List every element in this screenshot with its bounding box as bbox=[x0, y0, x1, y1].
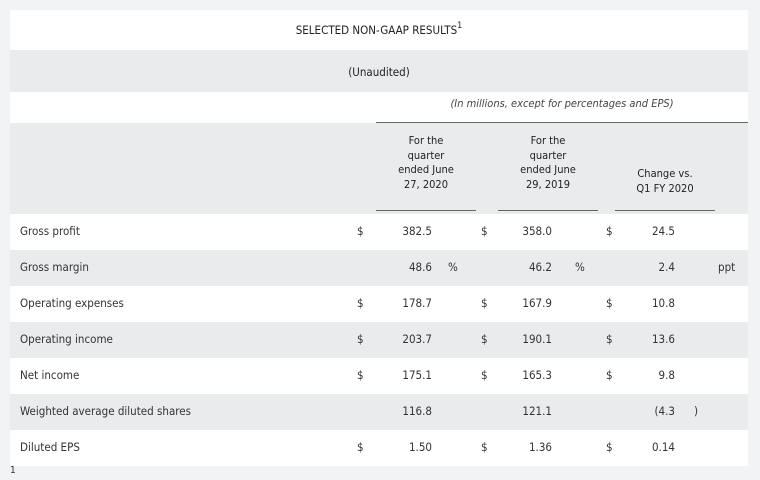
table-row: Weighted average diluted shares 116.8 121.… bbox=[10, 394, 748, 430]
unit-q2020: % bbox=[448, 260, 458, 274]
table-row: Net income $175.1 $165.3 $9.8 bbox=[10, 358, 748, 394]
currency-symbol: $ bbox=[357, 224, 364, 238]
currency-symbol: $ bbox=[357, 332, 364, 346]
value-q2019: 165.3 bbox=[522, 368, 552, 382]
col-rule-q2019 bbox=[498, 210, 598, 211]
table-title: SELECTED NON-GAAP RESULTS1 bbox=[295, 21, 463, 37]
value-change: 10.8 bbox=[651, 296, 675, 310]
unit-q2019: % bbox=[575, 260, 585, 274]
col-header-change: Change vs. Q1 FY 2020 bbox=[636, 167, 694, 195]
currency-symbol: $ bbox=[481, 224, 488, 238]
table-row: Operating income $203.7 $190.1 $13.6 bbox=[10, 322, 748, 358]
units-subtitle: (In millions, except for percentages and… bbox=[450, 97, 674, 110]
currency-symbol: $ bbox=[481, 296, 488, 310]
results-table: SELECTED NON-GAAP RESULTS1 (Unaudited) (… bbox=[10, 10, 748, 466]
value-q2019: 46.2 bbox=[528, 260, 552, 274]
row-label: Gross margin bbox=[20, 260, 89, 274]
value-q2020: 1.50 bbox=[408, 440, 432, 454]
currency-symbol: $ bbox=[481, 368, 488, 382]
table-row: Gross profit $382.5 $358.0 $24.5 bbox=[10, 214, 748, 250]
currency-symbol: $ bbox=[481, 440, 488, 454]
unit-change: ) bbox=[694, 404, 699, 418]
value-q2019: 167.9 bbox=[522, 296, 552, 310]
row-label: Net income bbox=[20, 368, 80, 382]
currency-symbol: $ bbox=[357, 368, 364, 382]
row-label: Operating income bbox=[20, 332, 113, 346]
title-band bbox=[10, 10, 748, 50]
col-rule-change bbox=[615, 210, 715, 211]
value-change: 13.6 bbox=[651, 332, 675, 346]
value-q2019: 1.36 bbox=[528, 440, 552, 454]
value-change: 9.8 bbox=[658, 368, 675, 382]
table-row: Operating expenses $178.7 $167.9 $10.8 bbox=[10, 286, 748, 322]
column-header-band bbox=[10, 123, 748, 214]
value-q2020: 175.1 bbox=[402, 368, 432, 382]
value-change: (4.3 bbox=[654, 404, 675, 418]
value-change: 2.4 bbox=[658, 260, 675, 274]
title-footnote-marker: 1 bbox=[457, 21, 463, 31]
currency-symbol: $ bbox=[606, 296, 613, 310]
row-label: Operating expenses bbox=[20, 296, 124, 310]
value-q2020: 178.7 bbox=[402, 296, 432, 310]
row-label: Diluted EPS bbox=[20, 440, 80, 454]
value-q2020: 382.5 bbox=[402, 224, 432, 238]
col-header-q2019: For the quarter ended June 29, 2019 bbox=[520, 134, 576, 191]
currency-symbol: $ bbox=[357, 440, 364, 454]
table-row: Diluted EPS $1.50 $1.36 $0.14 bbox=[10, 430, 748, 466]
value-q2020: 203.7 bbox=[402, 332, 432, 346]
currency-symbol: $ bbox=[606, 440, 613, 454]
subtitle-rule bbox=[376, 122, 748, 123]
value-q2020: 48.6 bbox=[408, 260, 432, 274]
subtitle-band bbox=[10, 92, 748, 122]
value-q2019: 190.1 bbox=[522, 332, 552, 346]
value-q2020: 116.8 bbox=[402, 404, 432, 418]
currency-symbol: $ bbox=[606, 332, 613, 346]
table-row: Gross margin 48.6% 46.2% 2.4 ppt bbox=[10, 250, 748, 286]
row-label: Gross profit bbox=[20, 224, 80, 238]
footnote-marker: 1 bbox=[10, 465, 16, 476]
unaudited-label: (Unaudited) bbox=[348, 65, 410, 79]
value-change: 24.5 bbox=[651, 224, 675, 238]
currency-symbol: $ bbox=[481, 332, 488, 346]
unaudited-band bbox=[10, 50, 748, 92]
unit-change: ppt bbox=[718, 260, 736, 274]
value-q2019: 358.0 bbox=[522, 224, 552, 238]
value-q2019: 121.1 bbox=[522, 404, 552, 418]
currency-symbol: $ bbox=[606, 224, 613, 238]
row-label: Weighted average diluted shares bbox=[20, 404, 192, 418]
col-header-q2020: For the quarter ended June 27, 2020 bbox=[398, 134, 454, 191]
currency-symbol: $ bbox=[606, 368, 613, 382]
col-rule-q2020 bbox=[376, 210, 476, 211]
currency-symbol: $ bbox=[357, 296, 364, 310]
value-change: 0.14 bbox=[651, 440, 675, 454]
